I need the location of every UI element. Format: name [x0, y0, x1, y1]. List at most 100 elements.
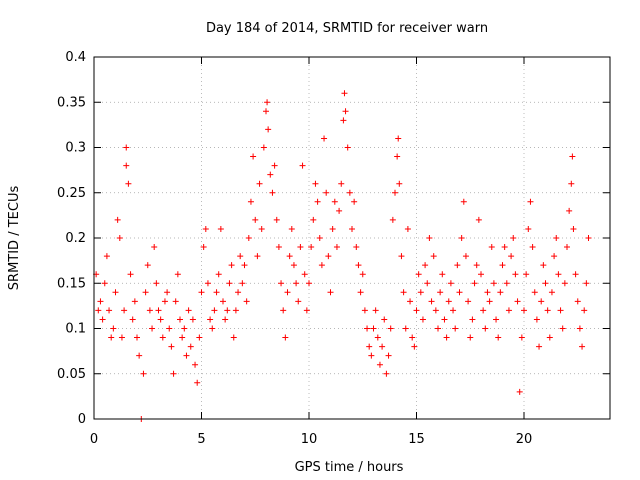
- data-point: [278, 280, 285, 287]
- data-point: [273, 216, 280, 223]
- data-point: [349, 225, 355, 232]
- data-point: [166, 325, 173, 332]
- data-point: [351, 198, 358, 205]
- data-point: [443, 334, 450, 341]
- x-tick-label: 10: [301, 432, 318, 447]
- data-point: [209, 325, 216, 332]
- data-point: [149, 325, 156, 332]
- data-point: [392, 189, 398, 196]
- data-point: [415, 271, 422, 278]
- data-point: [243, 298, 250, 305]
- data-point: [370, 325, 377, 332]
- data-point: [284, 289, 291, 296]
- data-point: [189, 316, 196, 323]
- data-point: [258, 225, 265, 232]
- data-point: [555, 271, 562, 278]
- data-point: [174, 271, 181, 278]
- data-point: [344, 144, 351, 151]
- data-point: [544, 307, 551, 314]
- data-point: [161, 298, 168, 305]
- x-tick-label: 20: [516, 432, 533, 447]
- data-point: [157, 316, 164, 323]
- data-point: [256, 180, 263, 187]
- data-point: [123, 162, 130, 169]
- data-point: [523, 271, 530, 278]
- y-tick-label: 0.15: [57, 276, 86, 291]
- data-point: [529, 244, 536, 251]
- data-point: [192, 361, 199, 368]
- data-point: [486, 298, 493, 305]
- data-point: [230, 334, 237, 341]
- data-point: [490, 280, 497, 287]
- data-point: [441, 316, 448, 323]
- plot-frame: [93, 56, 611, 420]
- data-point: [559, 325, 566, 332]
- data-point: [263, 108, 269, 115]
- data-point: [353, 244, 360, 251]
- data-point: [200, 244, 207, 251]
- data-point: [314, 198, 321, 205]
- data-point: [521, 307, 527, 314]
- data-point: [265, 126, 272, 133]
- data-point: [564, 244, 570, 251]
- data-point: [359, 271, 366, 278]
- data-point: [389, 216, 396, 223]
- data-point: [395, 135, 402, 142]
- data-point: [95, 307, 102, 314]
- data-point: [450, 307, 457, 314]
- data-point: [409, 334, 416, 341]
- data-point: [220, 298, 226, 305]
- data-point: [250, 153, 257, 160]
- data-point: [213, 289, 220, 296]
- data-point: [196, 334, 203, 341]
- data-point: [385, 352, 392, 359]
- data-point: [428, 298, 435, 305]
- data-point: [155, 307, 162, 314]
- data-point: [569, 153, 576, 160]
- data-point: [583, 280, 590, 287]
- data-point: [297, 244, 304, 251]
- data-point: [185, 307, 192, 314]
- data-point: [424, 280, 431, 287]
- data-point: [439, 271, 446, 278]
- data-point: [540, 262, 547, 269]
- data-point: [475, 216, 482, 223]
- data-point: [275, 244, 282, 251]
- data-point: [103, 253, 110, 260]
- data-point: [114, 216, 121, 223]
- data-point: [125, 180, 132, 187]
- data-point: [303, 307, 310, 314]
- data-point: [445, 298, 452, 305]
- x-tick-label: 15: [408, 432, 425, 447]
- data-point: [235, 289, 242, 296]
- data-point: [398, 253, 405, 260]
- data-point: [194, 379, 201, 386]
- data-point: [518, 334, 525, 341]
- data-point: [499, 262, 506, 269]
- data-point: [121, 307, 128, 314]
- data-point: [422, 262, 429, 269]
- data-point: [574, 298, 581, 305]
- x-tick-label: 0: [90, 432, 98, 447]
- data-point: [533, 316, 540, 323]
- data-point: [546, 334, 553, 341]
- data-point: [514, 298, 521, 305]
- data-point: [572, 271, 579, 278]
- data-point: [497, 289, 504, 296]
- data-point: [282, 334, 289, 341]
- data-point: [127, 271, 134, 278]
- data-point: [469, 316, 476, 323]
- data-point: [508, 253, 515, 260]
- data-point: [239, 280, 246, 287]
- data-point: [538, 298, 545, 305]
- data-point: [142, 289, 149, 296]
- data-point: [495, 334, 502, 341]
- data-point: [435, 325, 441, 332]
- data-point: [215, 271, 222, 278]
- data-point: [488, 244, 495, 251]
- data-point: [413, 307, 420, 314]
- data-point: [396, 180, 403, 187]
- y-tick-label: 0.2: [65, 231, 86, 246]
- data-point: [465, 298, 472, 305]
